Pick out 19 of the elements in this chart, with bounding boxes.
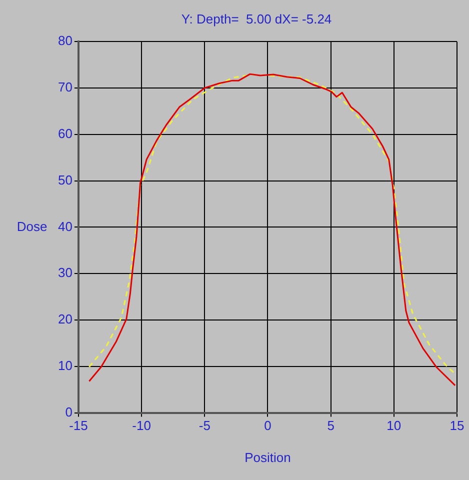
y-tick-label: 40 <box>58 218 72 234</box>
y-tick-label: 0 <box>65 404 72 420</box>
y-tick-label: 60 <box>58 126 72 141</box>
y-tick-label: 80 <box>58 33 72 48</box>
x-tick-label: 15 <box>450 418 464 434</box>
x-tick-label: -15 <box>69 418 88 434</box>
y-tick-label: 70 <box>58 80 72 95</box>
x-tick-label: 10 <box>386 418 402 434</box>
y-tick-label: 10 <box>58 358 72 373</box>
y-axis-title: Dose <box>16 218 48 234</box>
y-tick-label: 30 <box>58 265 72 280</box>
x-axis-title: Position <box>244 450 291 465</box>
x-tick-label: -5 <box>198 418 210 434</box>
chart-title: Y: Depth= 5.00 dX= -5.24 <box>181 11 332 26</box>
y-tick-label: 20 <box>58 312 72 327</box>
x-tick-label: -10 <box>132 418 151 434</box>
x-tick-label: 5 <box>327 418 334 434</box>
y-tick-label: 50 <box>58 172 72 188</box>
x-tick-label: 0 <box>264 418 272 434</box>
